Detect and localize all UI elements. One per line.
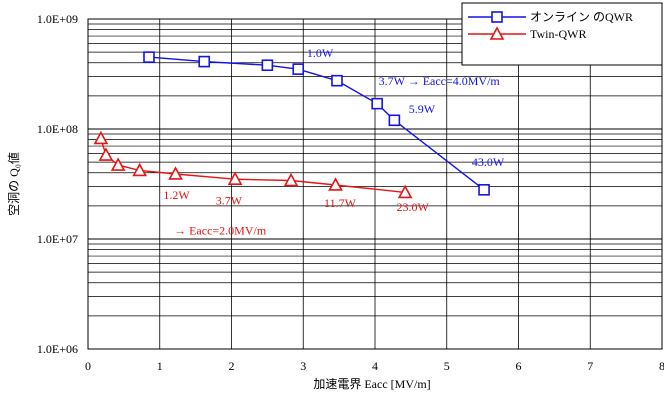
data-annotation: 3.7W → Eacc=4.0MV/m: [379, 74, 501, 88]
y-axis-title: 空洞の Q₀値: [6, 152, 21, 216]
x-tick-label: 8: [659, 359, 664, 373]
legend: オンライン のQWR Twin-QWR: [461, 2, 663, 66]
data-annotation: 1.0W: [307, 46, 334, 60]
triangle-marker: [110, 157, 126, 171]
x-tick-label: 7: [587, 359, 593, 373]
plot-frame: [87, 18, 663, 350]
square-marker: [143, 51, 155, 63]
triangle-marker: [328, 177, 343, 191]
square-marker: [292, 63, 305, 75]
x-tick-label: 0: [85, 359, 91, 373]
square-marker: [371, 97, 383, 110]
triangle-marker: [227, 171, 243, 185]
x-tick-label: 4: [372, 359, 378, 373]
square-marker: [331, 74, 343, 87]
axes: 0 1 2 3 4 5 6 7 8 1.0E+06 1.0E+07 1.0E+08 1.0E+09: [37, 12, 664, 373]
data-annotation: 1.2W: [163, 188, 190, 202]
annotation-layer: 1.0W 3.7W → Eacc=4.0MV/m 5.9W 43.0W 1.2W 3.7W…: [163, 46, 505, 237]
x-tick-label: 6: [516, 359, 522, 373]
square-marker: [198, 55, 211, 68]
triangle-marker: [93, 130, 109, 145]
series-layer: [93, 51, 490, 199]
data-annotation: 11.7W: [324, 196, 357, 210]
square-marker: [491, 11, 503, 23]
legend-label: Twin-QWR: [530, 27, 586, 41]
triangle-marker: [98, 147, 114, 161]
square-marker: [261, 59, 274, 72]
data-annotation: 3.7W: [216, 194, 243, 208]
data-annotation: → Eacc=2.0MV/m: [174, 223, 267, 237]
data-annotation: 5.9W: [409, 102, 436, 116]
triangle-marker: [489, 26, 505, 40]
triangle-marker: [397, 184, 413, 199]
square-marker: [388, 114, 401, 127]
data-annotation: 23.0W: [397, 200, 430, 214]
triangle-marker: [283, 172, 299, 187]
series-online-qwr: [143, 51, 490, 196]
y-tick-label: 1.0E+07: [37, 232, 78, 246]
x-tick-label: 3: [300, 359, 306, 373]
y-tick-label: 1.0E+09: [37, 12, 78, 26]
y-tick-label: 1.0E+06: [37, 342, 78, 356]
legend-label: オンライン のQWR: [530, 10, 633, 24]
x-axis-title: 加速電界 Eacc [MV/m]: [313, 377, 430, 391]
data-annotation: 43.0W: [472, 155, 505, 169]
square-marker: [478, 184, 490, 196]
triangle-marker: [168, 166, 183, 180]
x-tick-label: 1: [157, 359, 163, 373]
triangle-marker: [132, 162, 148, 177]
x-tick-label: 5: [444, 359, 450, 373]
x-tick-label: 2: [229, 359, 235, 373]
series-twin-qwr: [93, 130, 413, 199]
y-tick-label: 1.0E+08: [37, 122, 78, 136]
